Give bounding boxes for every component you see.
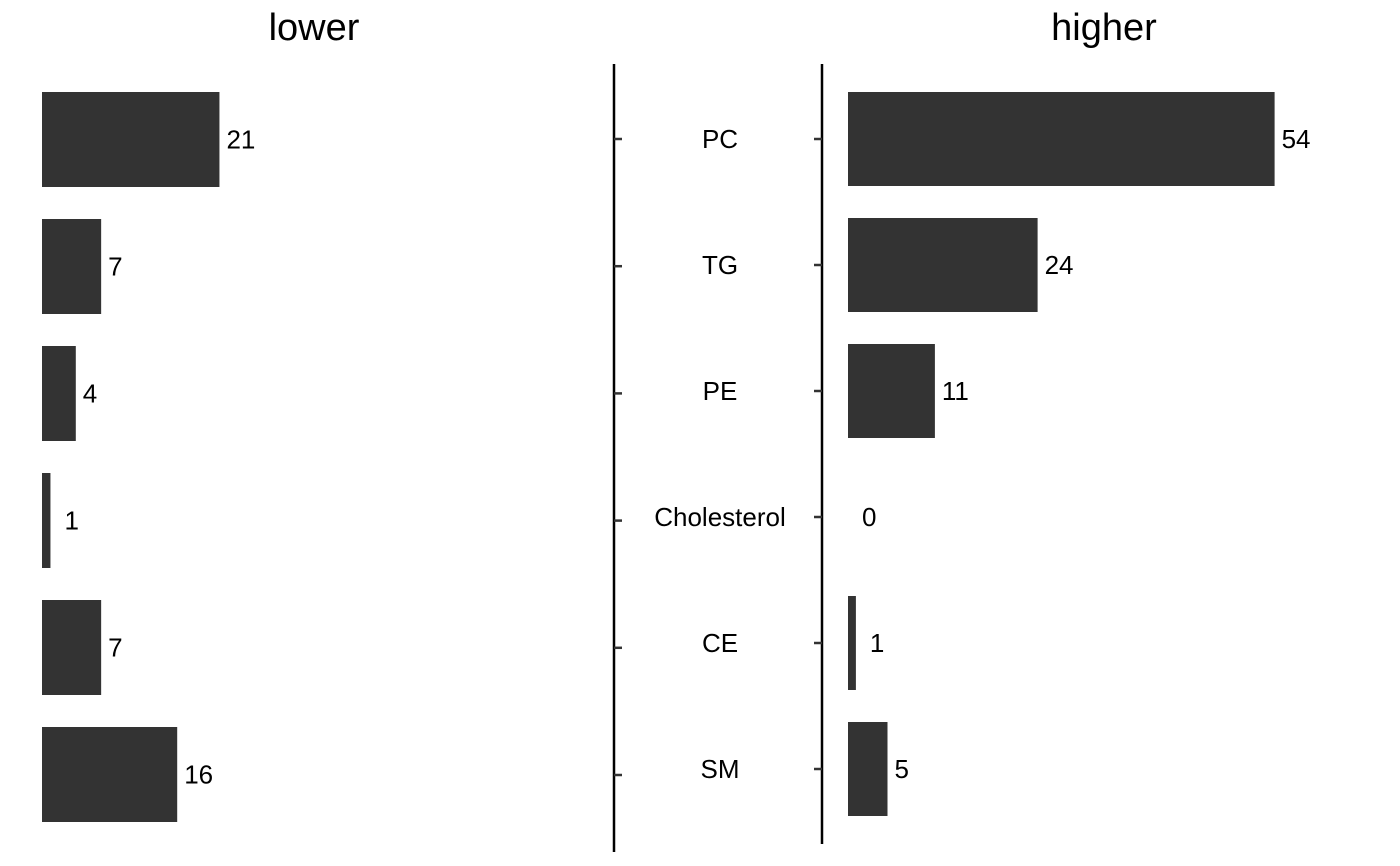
lower-bar-ce	[42, 600, 102, 695]
lower-bar-sm	[42, 727, 178, 822]
lower-value-label-sm: 16	[184, 760, 213, 790]
category-label-sm: SM	[701, 754, 740, 784]
higher-bar-sm	[848, 722, 888, 816]
higher-value-label-tg: 24	[1045, 250, 1074, 280]
lower-bar-cholesterol	[42, 473, 51, 568]
category-label-tg: TG	[702, 250, 738, 280]
higher-panel-title: higher	[1051, 7, 1157, 49]
higher-value-label-pc: 54	[1282, 124, 1311, 154]
higher-value-label-ce: 1	[870, 628, 884, 658]
lower-bar-pe	[42, 346, 76, 441]
higher-bar-ce	[848, 596, 856, 690]
lower-value-label-cholesterol: 1	[64, 506, 78, 536]
category-label-pe: PE	[703, 376, 738, 406]
lower-value-label-pe: 4	[83, 379, 97, 409]
higher-bar-pc	[848, 92, 1275, 186]
higher-value-label-sm: 5	[895, 754, 909, 784]
lower-value-label-pc: 21	[226, 125, 255, 155]
lower-value-label-ce: 7	[108, 633, 122, 663]
higher-bar-pe	[848, 344, 935, 438]
higher-value-label-cholesterol: 0	[862, 502, 876, 532]
category-label-pc: PC	[702, 124, 738, 154]
lower-panel: 21 7 4 1 7 16	[42, 92, 255, 822]
higher-panel: 54 24 11 0 1 5	[848, 92, 1311, 816]
lower-value-label-tg: 7	[108, 252, 122, 282]
lower-bar-tg	[42, 219, 102, 314]
lower-bar-pc	[42, 92, 220, 187]
category-axis-panel: PC TG PE Cholesterol CE SM	[612, 64, 824, 852]
higher-value-label-pe: 11	[942, 376, 969, 406]
category-label-cholesterol: Cholesterol	[654, 502, 786, 532]
lower-panel-title: lower	[268, 7, 360, 49]
higher-bar-tg	[848, 218, 1038, 312]
category-label-ce: CE	[702, 628, 738, 658]
